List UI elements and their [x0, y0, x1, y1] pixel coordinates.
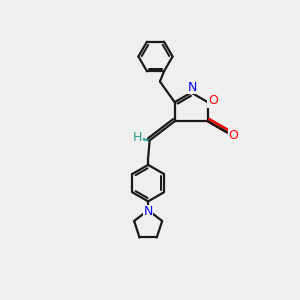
Text: N: N	[143, 205, 153, 218]
Text: N: N	[188, 81, 197, 94]
Text: H: H	[133, 131, 142, 144]
Text: O: O	[208, 94, 218, 107]
Text: O: O	[229, 129, 238, 142]
